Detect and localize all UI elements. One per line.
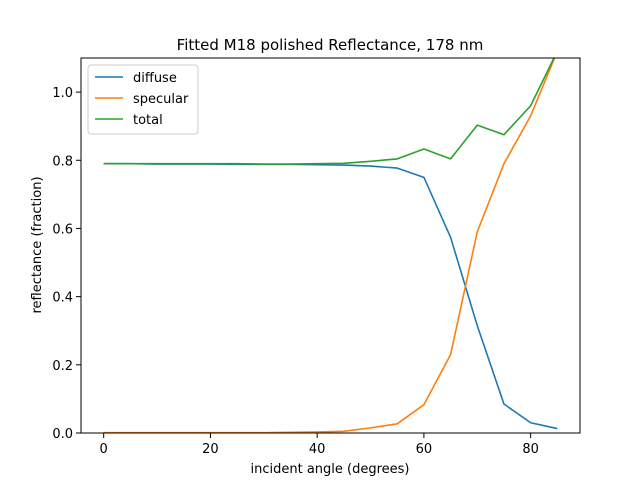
y-axis: 0.0 0.2 0.4 0.6 0.8 1.0 <box>52 86 81 442</box>
x-tick-label: 20 <box>202 442 219 457</box>
x-axis-label: incident angle (degrees) <box>250 462 409 477</box>
y-tick-label: 0.6 <box>52 222 73 237</box>
x-tick-label: 60 <box>416 442 433 457</box>
plot-area-frame <box>80 57 581 434</box>
y-axis-label: reflectance (fraction) <box>30 176 45 313</box>
legend-label-diffuse: diffuse <box>133 71 177 86</box>
chart-title: Fitted M18 polished Reflectance, 178 nm <box>177 36 484 54</box>
x-axis: 0 20 40 60 80 <box>100 433 539 457</box>
legend-box <box>87 64 199 135</box>
legend-label-specular: specular <box>133 92 189 107</box>
y-tick-label: 1.0 <box>52 86 73 101</box>
x-tick-label: 40 <box>309 442 326 457</box>
legend: diffuse specular total <box>87 64 199 135</box>
y-tick-label: 0.4 <box>52 291 73 306</box>
legend-label-total: total <box>133 113 163 128</box>
y-tick-label: 0.2 <box>52 359 73 374</box>
series-line-total <box>103 58 555 165</box>
x-tick-label: 80 <box>522 442 539 457</box>
x-tick-label: 0 <box>100 442 108 457</box>
y-tick-label: 0.0 <box>52 427 73 442</box>
y-tick-label: 0.8 <box>52 154 73 169</box>
